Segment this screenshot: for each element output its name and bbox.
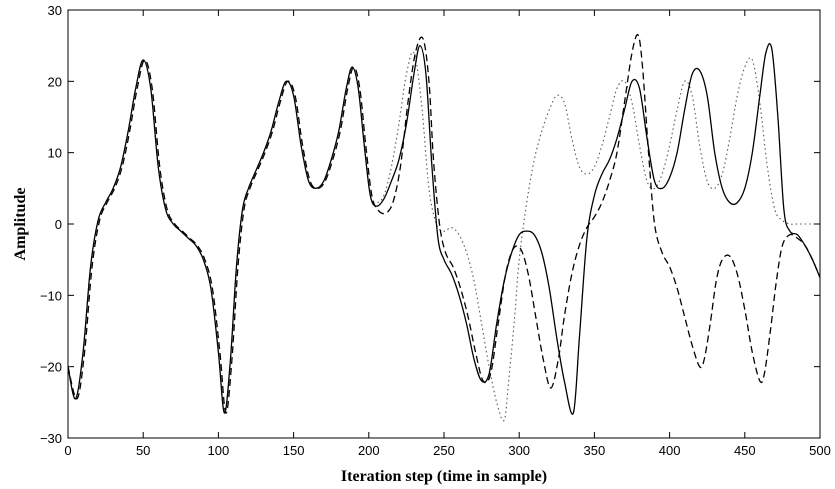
tick-layer: 0 50 100 150 200 250 300 350 400 450 500 −30 −20 −10 0… <box>40 3 831 458</box>
series-line-solid <box>67 42 821 415</box>
y-tick-label: −30 <box>40 431 62 446</box>
x-tick-label: 350 <box>584 443 606 458</box>
x-tick-label: 50 <box>136 443 150 458</box>
y-axis-title: Amplitude <box>12 188 29 261</box>
y-tick-label: −10 <box>40 288 62 303</box>
y-tick-label: −20 <box>40 360 62 375</box>
series-layer <box>67 33 821 422</box>
x-tick-label: 400 <box>659 443 681 458</box>
y-tick-label: 30 <box>48 3 62 18</box>
x-tick-label: 0 <box>64 443 71 458</box>
x-tick-label: 250 <box>433 443 455 458</box>
x-tick-label: 150 <box>283 443 305 458</box>
x-tick-label: 100 <box>208 443 230 458</box>
x-tick-label: 500 <box>809 443 831 458</box>
x-tick-label: 450 <box>734 443 756 458</box>
y-tick-label: 0 <box>55 217 62 232</box>
plot-area <box>67 9 821 439</box>
x-tick-label: 300 <box>508 443 530 458</box>
series-line-dashed <box>67 33 821 414</box>
y-tick-label: 20 <box>48 74 62 89</box>
y-tick-label: 10 <box>48 146 62 161</box>
x-axis-title: Iteration step (time in sample) <box>341 468 547 485</box>
x-tick-label: 200 <box>358 443 380 458</box>
